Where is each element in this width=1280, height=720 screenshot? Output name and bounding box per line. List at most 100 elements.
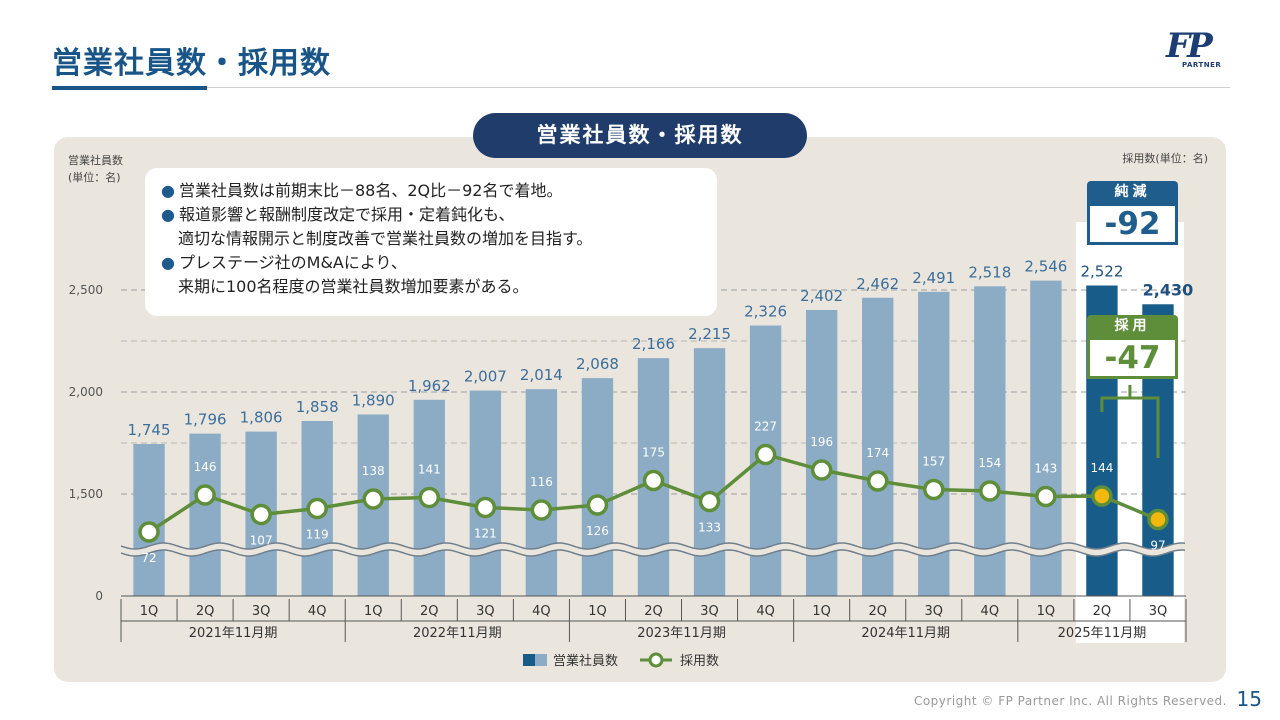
bar — [693, 348, 726, 596]
hire-point — [138, 521, 160, 543]
hire-value-label: 157 — [922, 455, 945, 469]
y-tick-label: 0 — [95, 589, 103, 603]
bar-value-label: 2,402 — [800, 287, 843, 305]
chart-title-pill: 営業社員数・採用数 — [473, 113, 807, 158]
fiscal-year-label: 2024年11月期 — [861, 626, 950, 641]
hire-point — [923, 478, 945, 501]
bar-value-label: 2,068 — [576, 355, 619, 373]
hire-value-label: 154 — [978, 456, 1001, 470]
hire-value-label: 72 — [141, 551, 156, 565]
fiscal-year-label: 2022年11月期 — [413, 626, 502, 641]
bar — [469, 390, 502, 596]
hire-point — [810, 459, 833, 481]
quarter-label: 3Q — [1149, 604, 1168, 619]
hire-point — [698, 490, 721, 513]
hire-value-label: 97 — [1150, 539, 1165, 553]
callout-line-1: ● 営業社員数は前期末比－88名、2Q比－92名で着地。 — [161, 181, 563, 200]
quarter-label: 4Q — [756, 604, 775, 619]
net-decrease-value: -92 — [1087, 203, 1178, 245]
hire-point — [530, 499, 553, 521]
bullet-icon: ● — [161, 181, 175, 200]
axis-break-line — [120, 542, 1186, 550]
quarter-label: 2Q — [644, 604, 663, 619]
hire-value-label: 119 — [306, 528, 329, 542]
y-tick-label: 2,000 — [69, 385, 103, 399]
bar — [189, 433, 221, 596]
hire-value-label: 146 — [194, 460, 217, 474]
hire-point — [642, 469, 665, 492]
quarter-label: 4Q — [532, 604, 551, 619]
hire-change-caption: 採用 — [1087, 315, 1178, 337]
bar-value-label: 2,166 — [632, 335, 675, 353]
quarter-label: 1Q — [812, 604, 831, 619]
quarter-label: 2Q — [196, 604, 215, 619]
left-axis-title-line2: (単位：名) — [68, 171, 121, 184]
callout-line-4: ● プレステージ社のM&Aにより、 — [161, 253, 407, 272]
hire-point — [418, 486, 441, 509]
title-divider — [52, 87, 1230, 88]
hire-value-label: 121 — [474, 527, 497, 541]
quarter-label: 3Q — [925, 604, 944, 619]
bar-value-label: 1,806 — [240, 409, 283, 427]
hire-point — [250, 503, 272, 526]
hire-point — [1147, 508, 1169, 531]
hire-point — [362, 488, 384, 510]
quarter-label: 2Q — [1093, 604, 1112, 619]
hire-value-label: 144 — [1090, 461, 1113, 475]
page-number: 15 — [1236, 687, 1262, 711]
hire-value-label: 107 — [250, 534, 273, 548]
quarter-label: 3Q — [252, 604, 271, 619]
legend-line-marker — [648, 652, 664, 668]
bar — [133, 444, 165, 596]
page-title: 営業社員数・採用数 — [52, 46, 331, 81]
bar-value-label: 2,014 — [520, 366, 563, 384]
hire-point — [1035, 485, 1057, 508]
bar-value-label: 2,518 — [968, 263, 1011, 281]
quarter-label: 3Q — [476, 604, 495, 619]
fiscal-year-label: 2025年11月期 — [1058, 626, 1147, 641]
fiscal-year-label: 2021年11月期 — [189, 626, 278, 641]
quarter-label: 2Q — [420, 604, 439, 619]
bar-value-label: 2,430 — [1143, 280, 1194, 299]
summary-callout: ● 営業社員数は前期末比－88名、2Q比－92名で着地。 ● 報道影響と報酬制度改定… — [145, 168, 717, 316]
hire-change-value: -47 — [1087, 337, 1178, 379]
axis-break-band — [121, 543, 1186, 556]
logo-letters: FP — [1166, 26, 1213, 66]
bar-value-label: 2,462 — [856, 275, 899, 293]
hire-point — [474, 496, 497, 519]
callout-line-3: 適切な情報開示と制度改善で営業社員数の増加を目指す。 — [178, 229, 593, 248]
quarter-label: 1Q — [140, 604, 159, 619]
hire-value-label: 175 — [642, 446, 665, 460]
bar-value-label: 1,858 — [296, 398, 339, 416]
hire-value-label: 138 — [362, 464, 385, 478]
axis-break-line — [120, 549, 1186, 557]
y-tick-label: 1,500 — [69, 487, 103, 501]
bar — [525, 389, 558, 596]
bar-value-label: 2,546 — [1024, 258, 1067, 276]
quarter-label: 1Q — [1037, 604, 1056, 619]
hire-value-label: 174 — [866, 446, 889, 460]
hire-badge-connector — [1100, 385, 1160, 458]
left-axis-title-line1: 営業社員数 — [68, 154, 123, 167]
fiscal-year-label: 2023年11月期 — [637, 626, 726, 641]
bar-value-label: 1,890 — [352, 391, 395, 409]
hire-value-label: 227 — [754, 420, 777, 434]
legend-bar-swatch — [523, 654, 535, 666]
hire-point — [306, 497, 328, 520]
left-axis-title: 営業社員数 (単位：名) — [68, 152, 123, 186]
hire-change-badge: 採用 -47 — [1087, 315, 1178, 385]
y-tick-label: 2,500 — [69, 283, 103, 297]
legend-line-label: 採用数 — [680, 654, 719, 669]
company-logo: FP PARTNER — [1166, 26, 1232, 72]
hire-point — [1091, 485, 1113, 507]
hire-point — [979, 480, 1001, 502]
hire-value-label: 143 — [1034, 462, 1057, 476]
bullet-icon: ● — [161, 205, 175, 224]
quarter-label: 4Q — [981, 604, 1000, 619]
quarter-label: 3Q — [700, 604, 719, 619]
bar-value-label: 2,522 — [1080, 263, 1123, 281]
legend-bar-label: 営業社員数 — [553, 653, 618, 669]
legend-bar-swatch — [535, 654, 547, 666]
right-axis-title: 採用数(単位：名) — [1122, 152, 1208, 165]
